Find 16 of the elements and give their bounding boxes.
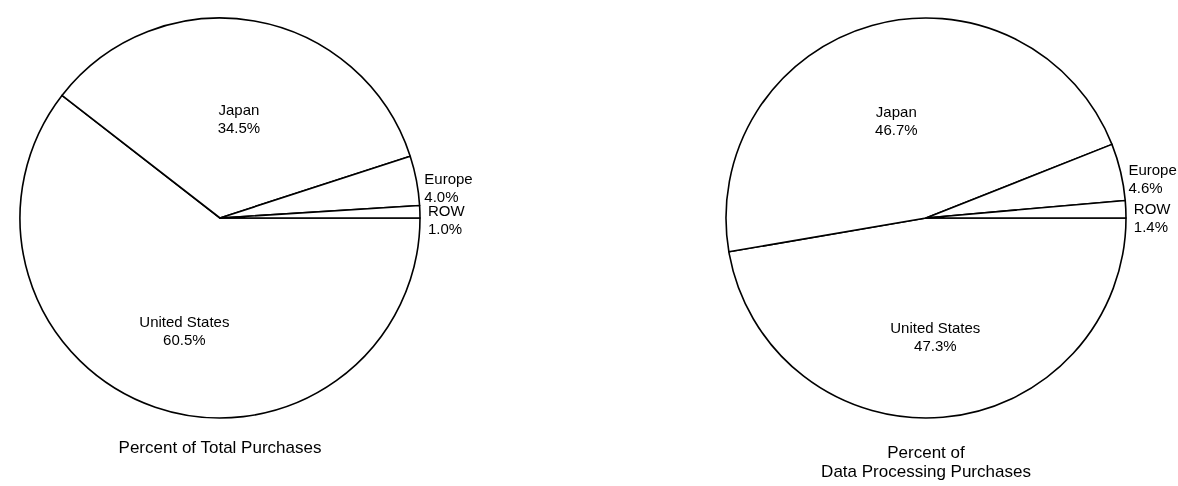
slice-label: Europe bbox=[424, 170, 473, 188]
data-label: 1.0% bbox=[427, 220, 463, 238]
slice-label: ROW bbox=[1133, 199, 1172, 217]
slice-label: Japan bbox=[875, 103, 917, 121]
slice-label: United States bbox=[890, 318, 981, 336]
data-label: 47.3% bbox=[914, 336, 957, 354]
data-label: 1.4% bbox=[1133, 217, 1168, 235]
data-label: 34.5% bbox=[217, 118, 261, 136]
slice-label: Japan bbox=[218, 100, 260, 118]
slice-label: Europe bbox=[1128, 161, 1177, 179]
slice-label: United States bbox=[139, 313, 230, 331]
text: Percent of Total Purchases bbox=[118, 438, 322, 457]
text: Percent of Data Processing Purchases bbox=[821, 443, 1031, 482]
data-label: 4.6% bbox=[1128, 179, 1163, 197]
data-label: 46.7% bbox=[875, 121, 918, 139]
data-label: 60.5% bbox=[163, 331, 206, 349]
